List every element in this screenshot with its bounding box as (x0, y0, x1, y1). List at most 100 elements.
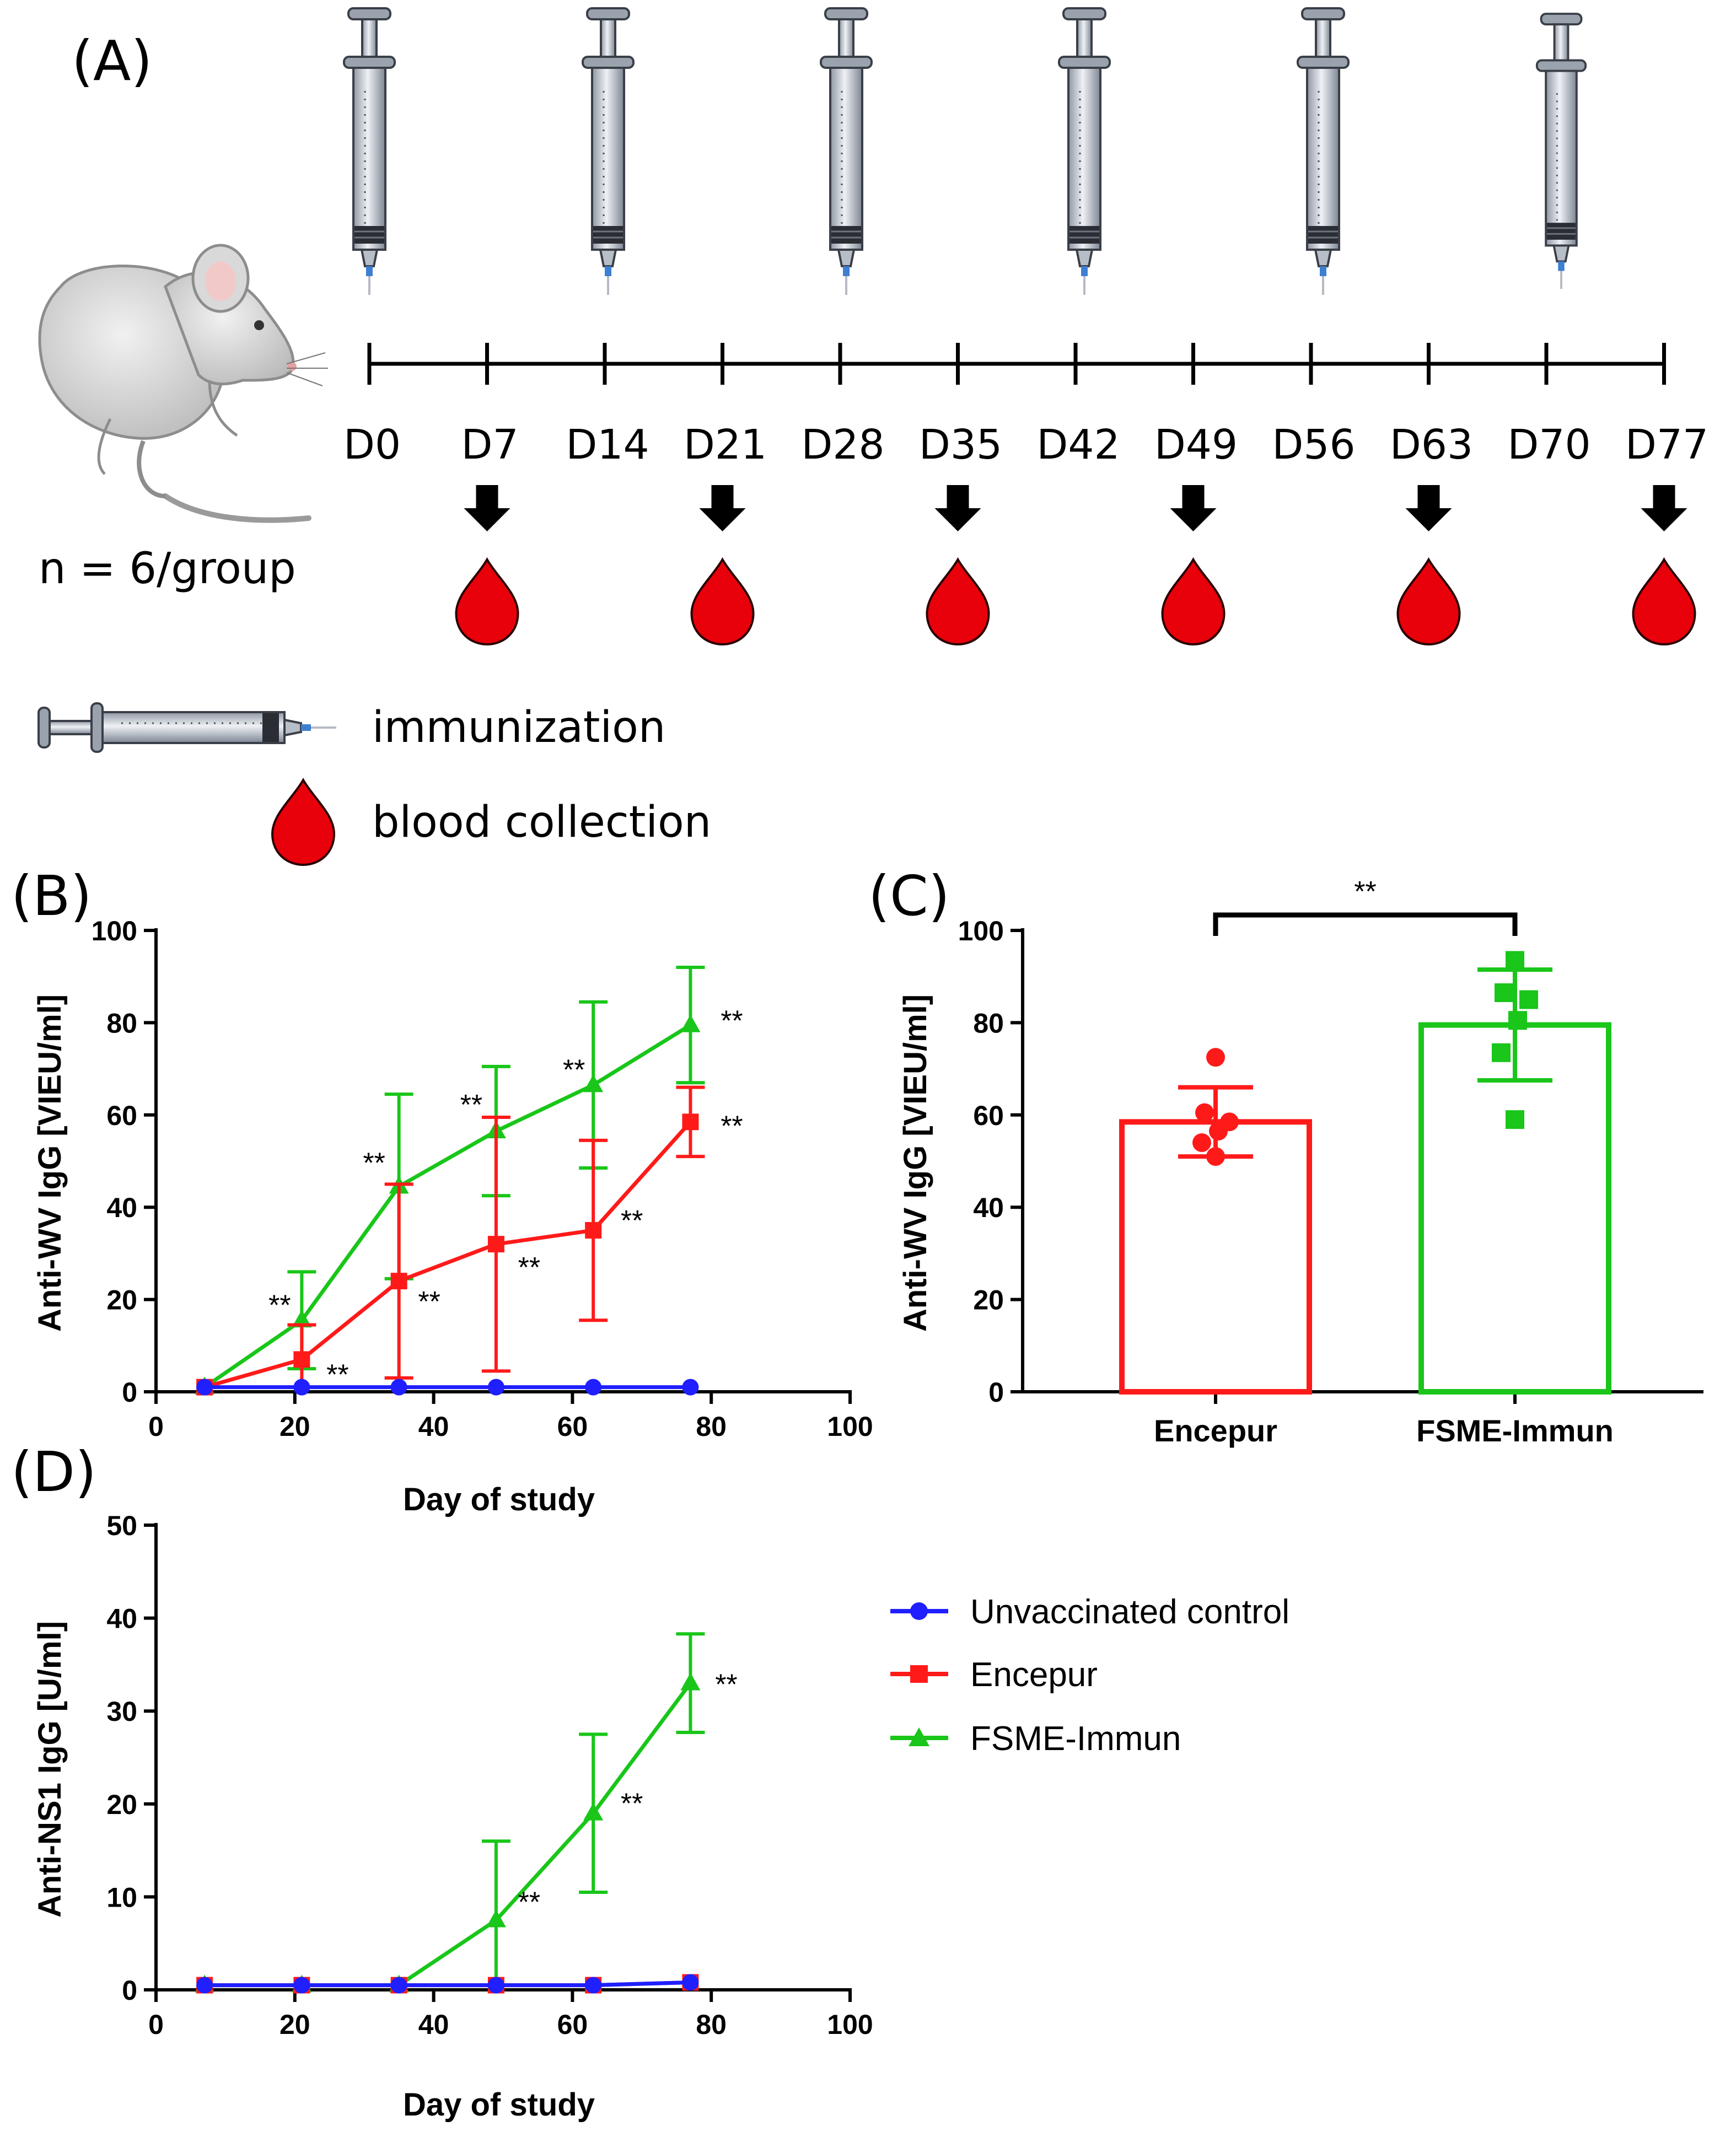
significance-label: ** (518, 1887, 540, 1919)
syringe-icons (343, 7, 1587, 296)
series-line (205, 1980, 691, 1988)
significance-label: ** (721, 1110, 743, 1142)
y-tick-label: 30 (106, 1696, 137, 1727)
x-tick-label: 40 (418, 2009, 449, 2040)
chart-c-bars (1119, 951, 1611, 1395)
chart-b-ytick-labels: 0 20 40 60 80 100 (92, 916, 137, 1408)
series-line (205, 1682, 692, 1988)
data-point (1209, 1122, 1228, 1141)
chart-legend: Unvaccinated control Encepur FSME-Immun (890, 1593, 1289, 1758)
chart-c-ylabel: Anti-WV IgG [VIEU/ml] (897, 994, 933, 1332)
data-point (682, 1974, 699, 1991)
y-tick-label: 100 (92, 916, 137, 946)
blood-drop-icon (1161, 558, 1226, 645)
y-tick-label: 50 (106, 1510, 137, 1541)
y-tick-label: 0 (988, 1377, 1004, 1408)
y-tick-label: 40 (106, 1192, 137, 1223)
data-point (583, 1074, 604, 1092)
significance-label: ** (1354, 876, 1376, 908)
data-point (1192, 1133, 1211, 1153)
significance-label: ** (418, 1286, 440, 1318)
timeline-day-label: D63 (1390, 421, 1473, 469)
data-point (585, 1222, 602, 1239)
series-line (204, 1121, 692, 1389)
y-tick-label: 20 (973, 1285, 1004, 1316)
data-point (487, 1379, 504, 1396)
down-arrow-icon (934, 485, 981, 531)
x-tick-label: 80 (696, 1411, 727, 1442)
timeline-day-label: D28 (801, 421, 884, 469)
x-tick-label: 100 (827, 1411, 873, 1442)
series-line (203, 1023, 692, 1389)
syringe-icon (1058, 7, 1111, 296)
blood-drop-icon (1396, 558, 1461, 645)
legend-immunization-label: immunization (372, 703, 665, 752)
panel-a-legend: immunization blood collection (37, 702, 711, 866)
significance-label: ** (621, 1788, 643, 1820)
significance-label: ** (268, 1289, 291, 1321)
data-point (1506, 951, 1524, 970)
x-tick-label: 100 (827, 2009, 873, 2040)
chart-c-significance-bracket: ** (1213, 876, 1518, 936)
data-point (682, 1113, 699, 1131)
y-tick-label: 20 (106, 1789, 137, 1820)
chart-d-xtick-labels: 0 20 40 60 80 100 (148, 2009, 873, 2040)
chart-c-category-labels: Encepur FSME-Immun (1154, 1413, 1614, 1448)
x-tick-label: 20 (280, 1411, 310, 1442)
chart-d-ylabel: Anti-NS1 IgG [U/ml] (32, 1621, 68, 1918)
series-encepur (196, 1085, 705, 1396)
category-label: FSME-Immun (1416, 1413, 1614, 1448)
x-tick-label: 0 (148, 1411, 164, 1442)
timeline-day-label: D14 (566, 421, 649, 469)
data-point (390, 1977, 407, 1994)
syringe-icon (582, 7, 635, 296)
y-tick-label: 0 (122, 1377, 137, 1408)
blood-drop-icon (455, 558, 519, 645)
timeline-ticks (367, 343, 1666, 385)
panel-c: (C) 0 20 40 60 80 100 Encepur FSME-Immun ** An… (868, 864, 1703, 1448)
down-arrow-icon (464, 485, 510, 531)
y-tick-label: 40 (973, 1192, 1004, 1223)
timeline-day-label: D7 (461, 421, 518, 469)
panel-label-d: (D) (11, 1440, 96, 1504)
data-point (680, 1672, 701, 1691)
y-tick-label: 60 (106, 1100, 137, 1131)
data-point (585, 1977, 602, 1994)
timeline-day-label: D42 (1036, 421, 1120, 469)
down-arrow-icon (699, 485, 746, 531)
chart-b-xtick-labels: 0 20 40 60 80 100 (148, 1411, 873, 1442)
significance-label: ** (721, 1005, 743, 1037)
chart-d-xlabel: Day of study (403, 2087, 595, 2123)
timeline-day-label: D56 (1272, 421, 1355, 469)
data-point (682, 1379, 699, 1396)
data-point (680, 1014, 701, 1032)
blood-drop-icon (1632, 558, 1696, 645)
syringe-icon (820, 7, 873, 296)
panel-a: (A) n = 6/g (37, 7, 1708, 866)
legend-label: FSME-Immun (970, 1720, 1181, 1758)
group-size: n = 6/group (39, 544, 296, 594)
blood-drop-icon (690, 558, 755, 645)
x-tick-label: 20 (280, 2009, 310, 2040)
legend-blood-label: blood collection (372, 798, 711, 847)
data-point (196, 1379, 213, 1396)
significance-label: ** (621, 1205, 643, 1237)
legend-item-control: Unvaccinated control (890, 1593, 1289, 1631)
data-point (1206, 1147, 1225, 1166)
y-tick-label: 80 (973, 1008, 1004, 1038)
data-point (390, 1273, 407, 1290)
timeline-day-label: D70 (1507, 421, 1590, 469)
chart-d: 0 10 20 30 40 50 0 20 40 60 80 100 ** ** ** Day of s… (32, 1510, 873, 2123)
legend-item-fsme: FSME-Immun (890, 1720, 1181, 1758)
significance-label: ** (460, 1089, 482, 1121)
chart-d-series: ** ** ** (195, 1632, 738, 1994)
data-point (293, 1977, 310, 1994)
data-point (1508, 1011, 1527, 1030)
data-point (1195, 1103, 1214, 1122)
timeline-day-label: D35 (919, 421, 1002, 469)
y-tick-label: 100 (958, 916, 1004, 946)
timeline: D0 D7 D14 D21 D28 D35 D42 D49 D56 D63 D70 D77 (343, 343, 1708, 645)
chart-c-axes (1011, 928, 1703, 1404)
